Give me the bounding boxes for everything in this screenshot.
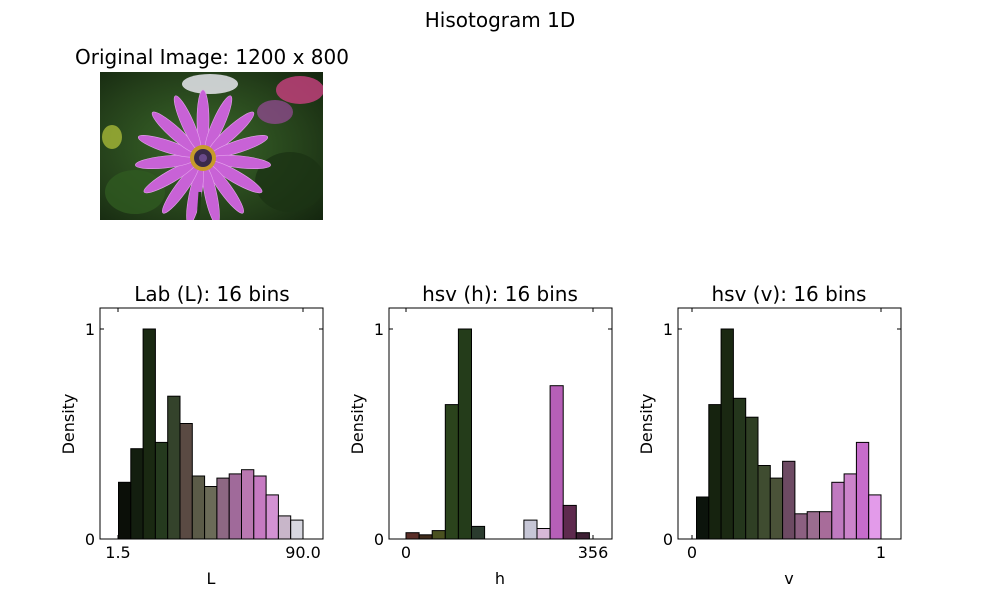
histogram-bar (794, 513, 808, 540)
histogram-bar (769, 477, 784, 540)
histogram-bar (167, 395, 181, 540)
histogram-bar (216, 477, 230, 540)
histogram-bar (523, 519, 538, 540)
panel-hsv-h: hsv (h): 16 bins 1 0 0 356 h Density (348, 282, 613, 588)
histogram-bar (154, 441, 169, 540)
histogram-bar (431, 530, 446, 540)
y-tick-label: 0 (374, 530, 384, 549)
histogram-bar (228, 473, 242, 540)
panel-hsv-v: hsv (v): 16 bins 1 0 0 1 v Density (637, 282, 902, 588)
histogram-bar (444, 404, 459, 540)
bars (405, 328, 590, 540)
histogram-bar (290, 519, 304, 540)
x-tick-label: 1.5 (105, 543, 130, 562)
histogram-bar (536, 528, 551, 540)
histogram-bar (868, 494, 882, 540)
histogram-bar (191, 475, 206, 540)
image-title: Original Image: 1200 x 800 (75, 45, 349, 69)
histogram-bar (130, 448, 144, 540)
histogram-bar (831, 481, 845, 540)
histogram-bar (405, 532, 420, 540)
x-tick-label: 0 (401, 543, 411, 562)
y-tick-label: 1 (663, 320, 673, 339)
histogram-bar (204, 486, 218, 540)
histogram-bar (418, 534, 433, 540)
histogram-bar (720, 328, 734, 540)
histogram-bar (696, 496, 710, 540)
histogram-bar (745, 416, 759, 540)
histogram-bar (575, 532, 590, 540)
y-axis-label: Density (59, 394, 78, 455)
histogram-bar (806, 511, 821, 540)
histogram-bar (855, 441, 870, 540)
histogram-bar (843, 473, 857, 540)
histogram-bar (757, 465, 771, 540)
histogram-bar (179, 423, 193, 540)
x-tick-label: 90.0 (285, 543, 321, 562)
x-tick-label: 1 (876, 543, 886, 562)
figure-title: Hisotogram 1D (424, 8, 576, 32)
bars (696, 328, 882, 540)
histogram-bar (277, 515, 292, 540)
x-tick-label: 0 (687, 543, 697, 562)
original-image (100, 72, 323, 220)
histogram-bar (142, 328, 156, 540)
y-axis-label: Density (348, 394, 367, 455)
panel-title: hsv (v): 16 bins (712, 282, 867, 306)
panel-title: Lab (L): 16 bins (134, 282, 289, 306)
y-axis-label: Density (637, 394, 656, 455)
panel-lab-l: Lab (L): 16 bins 1 0 1.5 90.0 L Density (59, 282, 324, 588)
histogram-bar (265, 494, 279, 540)
y-tick-label: 1 (85, 320, 95, 339)
histogram-bar (562, 504, 577, 540)
x-tick-label: 356 (578, 543, 609, 562)
axes-frame (388, 307, 613, 540)
histogram-bar (819, 511, 833, 540)
bars (118, 328, 304, 540)
x-axis-label: L (207, 569, 216, 588)
y-tick-label: 0 (85, 530, 95, 549)
x-axis-label: v (784, 569, 793, 588)
flower-photo (100, 72, 323, 220)
y-tick-label: 0 (663, 530, 673, 549)
histogram-bar (118, 481, 132, 540)
y-tick-label: 1 (374, 320, 384, 339)
histogram-bar (471, 525, 486, 540)
histogram-bar (732, 397, 747, 540)
axes-frame (677, 307, 902, 540)
histogram-bar (708, 404, 722, 540)
x-axis-label: h (495, 569, 505, 588)
axes-frame (99, 307, 324, 540)
panel-title: hsv (h): 16 bins (422, 282, 578, 306)
histogram-bar (549, 385, 564, 540)
histogram-bar (457, 328, 472, 540)
histogram-bar (253, 475, 267, 540)
histogram-bar (241, 469, 255, 540)
histogram-bar (782, 460, 796, 540)
